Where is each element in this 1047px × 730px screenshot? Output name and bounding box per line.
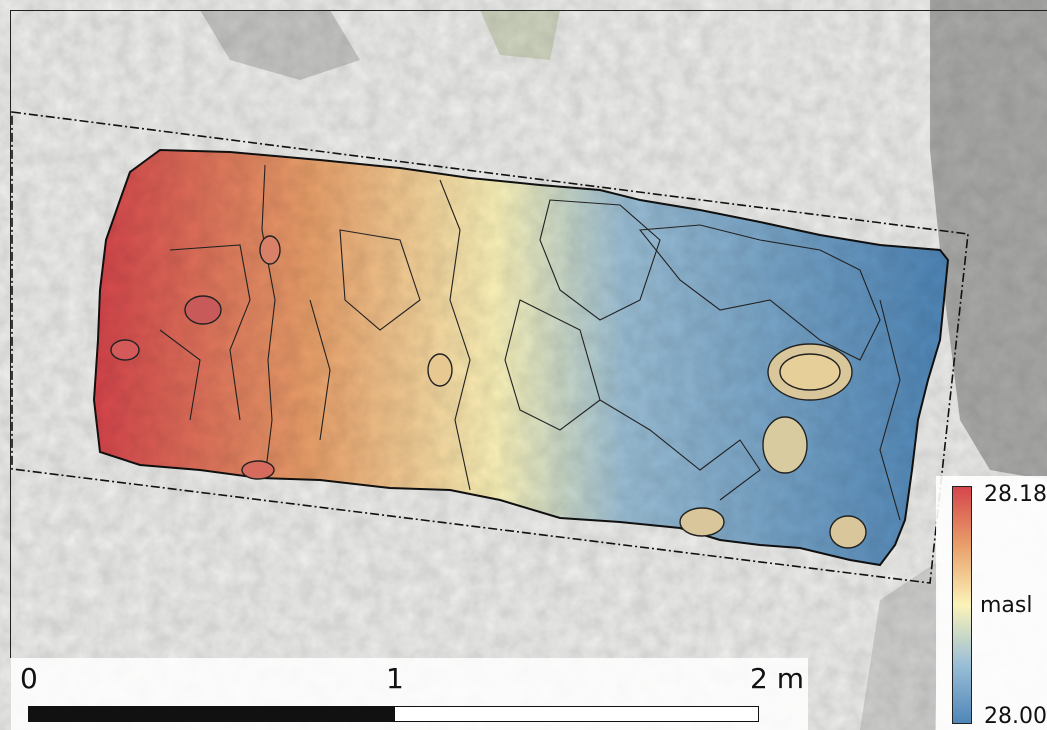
legend-max-value: 28.18 <box>984 482 1047 507</box>
scale-segment-white <box>394 706 759 722</box>
scale-segment-black <box>28 706 395 722</box>
elevation-legend: 28.18 masl 28.00 <box>936 476 1047 730</box>
legend-unit: masl <box>980 593 1033 618</box>
survey-boundary <box>11 111 969 584</box>
scale-bar: 0 1 2 m <box>10 658 808 730</box>
color-ramp <box>952 486 972 724</box>
scale-label-start: 0 <box>20 662 38 695</box>
scale-label-end: 2 m <box>750 662 804 695</box>
scale-label-mid: 1 <box>386 662 404 695</box>
mounds <box>110 235 867 549</box>
legend-min-value: 28.00 <box>984 704 1047 729</box>
dark-vegetation-area <box>930 0 1047 480</box>
contour-lines <box>159 164 901 521</box>
